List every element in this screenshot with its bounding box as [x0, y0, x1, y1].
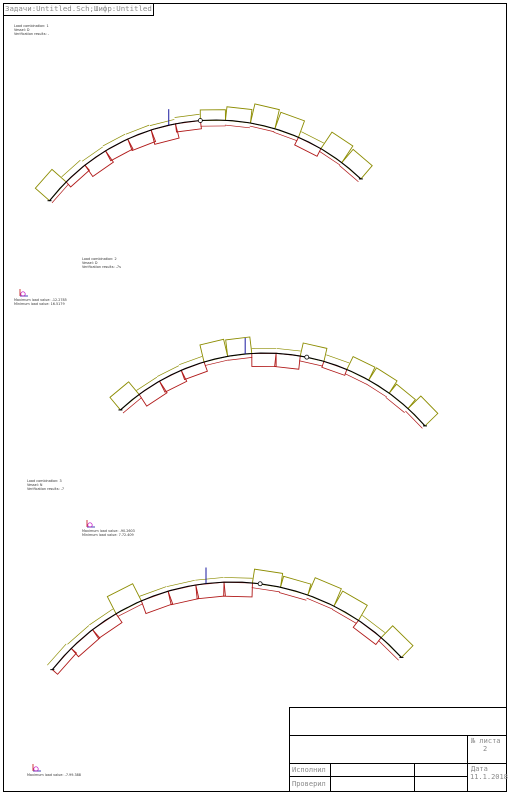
- hinge-marker: [197, 118, 203, 123]
- arch-axis-curve: [51, 581, 402, 670]
- diagram-contour: [61, 159, 81, 178]
- diagram-contour: [51, 183, 69, 204]
- diagram-segment: [199, 338, 229, 363]
- diagram-contour: [276, 348, 301, 352]
- diagram-1-info-line: Vessel: D: [14, 28, 30, 33]
- diagram-contour: [136, 376, 158, 391]
- hinge-marker: [257, 581, 263, 587]
- diagram-contour: [67, 625, 90, 645]
- diagram-segment: [51, 647, 78, 675]
- diagram-contour: [273, 131, 298, 142]
- diagram-contour: [149, 119, 175, 126]
- diagram-contour: [405, 410, 423, 429]
- diagram-3-min-label: Minimum load value: 7.72.409: [82, 533, 134, 538]
- diagram-contour: [319, 150, 341, 166]
- diagram-contour: [139, 586, 167, 597]
- arch-axis-curve: [49, 119, 362, 202]
- diagram-contour: [89, 608, 114, 626]
- diagram-segment: [34, 168, 67, 202]
- diagram-contour: [117, 603, 143, 617]
- diagram-contour: [122, 397, 142, 414]
- diagram-2-min-label: Minimum load value: 16.5179: [14, 302, 65, 307]
- diagram-segment: [249, 103, 280, 130]
- date-label: Дата: [471, 765, 488, 773]
- diagram-contour: [81, 146, 103, 162]
- diagram-contour: [385, 397, 405, 413]
- bottom-marker-text: Maximum load value: -7.99.388: [27, 773, 81, 777]
- diagram-contour: [174, 113, 200, 118]
- axis-glyph: [33, 766, 39, 772]
- diagram-segment: [352, 619, 382, 646]
- diagram-segment: [180, 361, 208, 381]
- sheet-title-tab: Задачи:Untitled.Sch;Шифр:Untitled: [3, 3, 154, 16]
- diagram-2-info-line: Vessel: D: [82, 261, 98, 266]
- diagram-contour: [47, 643, 67, 666]
- diagram-segment: [320, 131, 354, 164]
- sheet-frame: [3, 3, 507, 792]
- diagram-contour: [278, 592, 307, 601]
- diagram-contour: [179, 356, 203, 366]
- diagram-3-info-line: Load combination: 3: [27, 479, 62, 483]
- diagram-contour: [378, 640, 399, 661]
- diagram-segment: [199, 109, 226, 121]
- diagram-contour: [102, 133, 126, 147]
- hinge-marker: [304, 354, 310, 360]
- sheet-number-label: № листа: [471, 737, 501, 745]
- diagram-3-max-label: Maximum load value: -90.2603: [82, 529, 135, 533]
- diagram-contour: [224, 577, 253, 579]
- diagram-segment: [279, 575, 312, 596]
- diagram-contour: [195, 577, 224, 581]
- diagram-3-marker-text: Maximum load value: -90.2603 Minimum loa…: [82, 529, 135, 537]
- diagram-2-info-line: Load combination: 2: [82, 257, 117, 261]
- diagram-contour: [339, 165, 359, 183]
- diagram-3-info-line: Verification results: -7: [27, 487, 65, 492]
- diagram-1-info: Load combination: 1 Vessel: D Verificati…: [14, 24, 49, 37]
- title-block: № листа 2 Исполнил Проверил Дата 11.1.20…: [289, 707, 508, 792]
- diagram-contour: [366, 383, 387, 398]
- diagram-contour: [299, 360, 323, 367]
- diagram-contour: [306, 597, 333, 610]
- diagram-2-marker-text: Maximum load value: -12.2785 Minimum loa…: [14, 298, 67, 306]
- diagram-contour: [156, 365, 180, 377]
- diagram-1-info-line: Load combination: 1: [14, 24, 49, 28]
- diagram-segment: [407, 395, 439, 427]
- diagram-segment: [251, 352, 277, 367]
- checked-label: Проверил: [292, 780, 326, 788]
- diagram-contour: [125, 124, 150, 135]
- diagram-2-info: Load combination: 2 Vessel: D Verificati…: [82, 257, 121, 270]
- diagram-2-max-label: Maximum load value: -12.2785: [14, 298, 67, 302]
- bottom-max-label: Maximum load value: -7.99.388: [27, 773, 81, 777]
- diagram-contour: [301, 131, 324, 144]
- diagram-3-info-line: Vessel: N: [27, 483, 43, 488]
- diagram-contour: [331, 609, 357, 624]
- diagram-contour: [204, 359, 229, 366]
- diagram-segment: [223, 581, 253, 598]
- diagram-contour: [224, 124, 250, 129]
- diagram-contour: [249, 125, 275, 133]
- diagram-contour: [362, 615, 386, 633]
- diagram-contour: [228, 357, 253, 361]
- diagram-contour: [251, 587, 280, 593]
- diagram-2-info-line: Verification results: -7s: [82, 265, 121, 270]
- axis-glyph: [87, 522, 93, 528]
- axis-glyph: [20, 291, 26, 297]
- diagram-contour: [166, 579, 195, 587]
- diagram-3-info: Load combination: 3 Vessel: N Verificati…: [27, 479, 64, 492]
- executor-label: Исполнил: [292, 766, 326, 774]
- sheet-number-value: 2: [483, 745, 488, 753]
- diagram-segment: [341, 148, 373, 180]
- arch-axis-curve: [120, 352, 426, 427]
- diagram-segment: [65, 164, 91, 188]
- diagram-contour: [344, 373, 367, 385]
- date-value: 11.1.2018: [470, 773, 508, 781]
- diagram-1-info-line: Verification results: -: [14, 32, 49, 37]
- diagram-contour: [326, 354, 350, 364]
